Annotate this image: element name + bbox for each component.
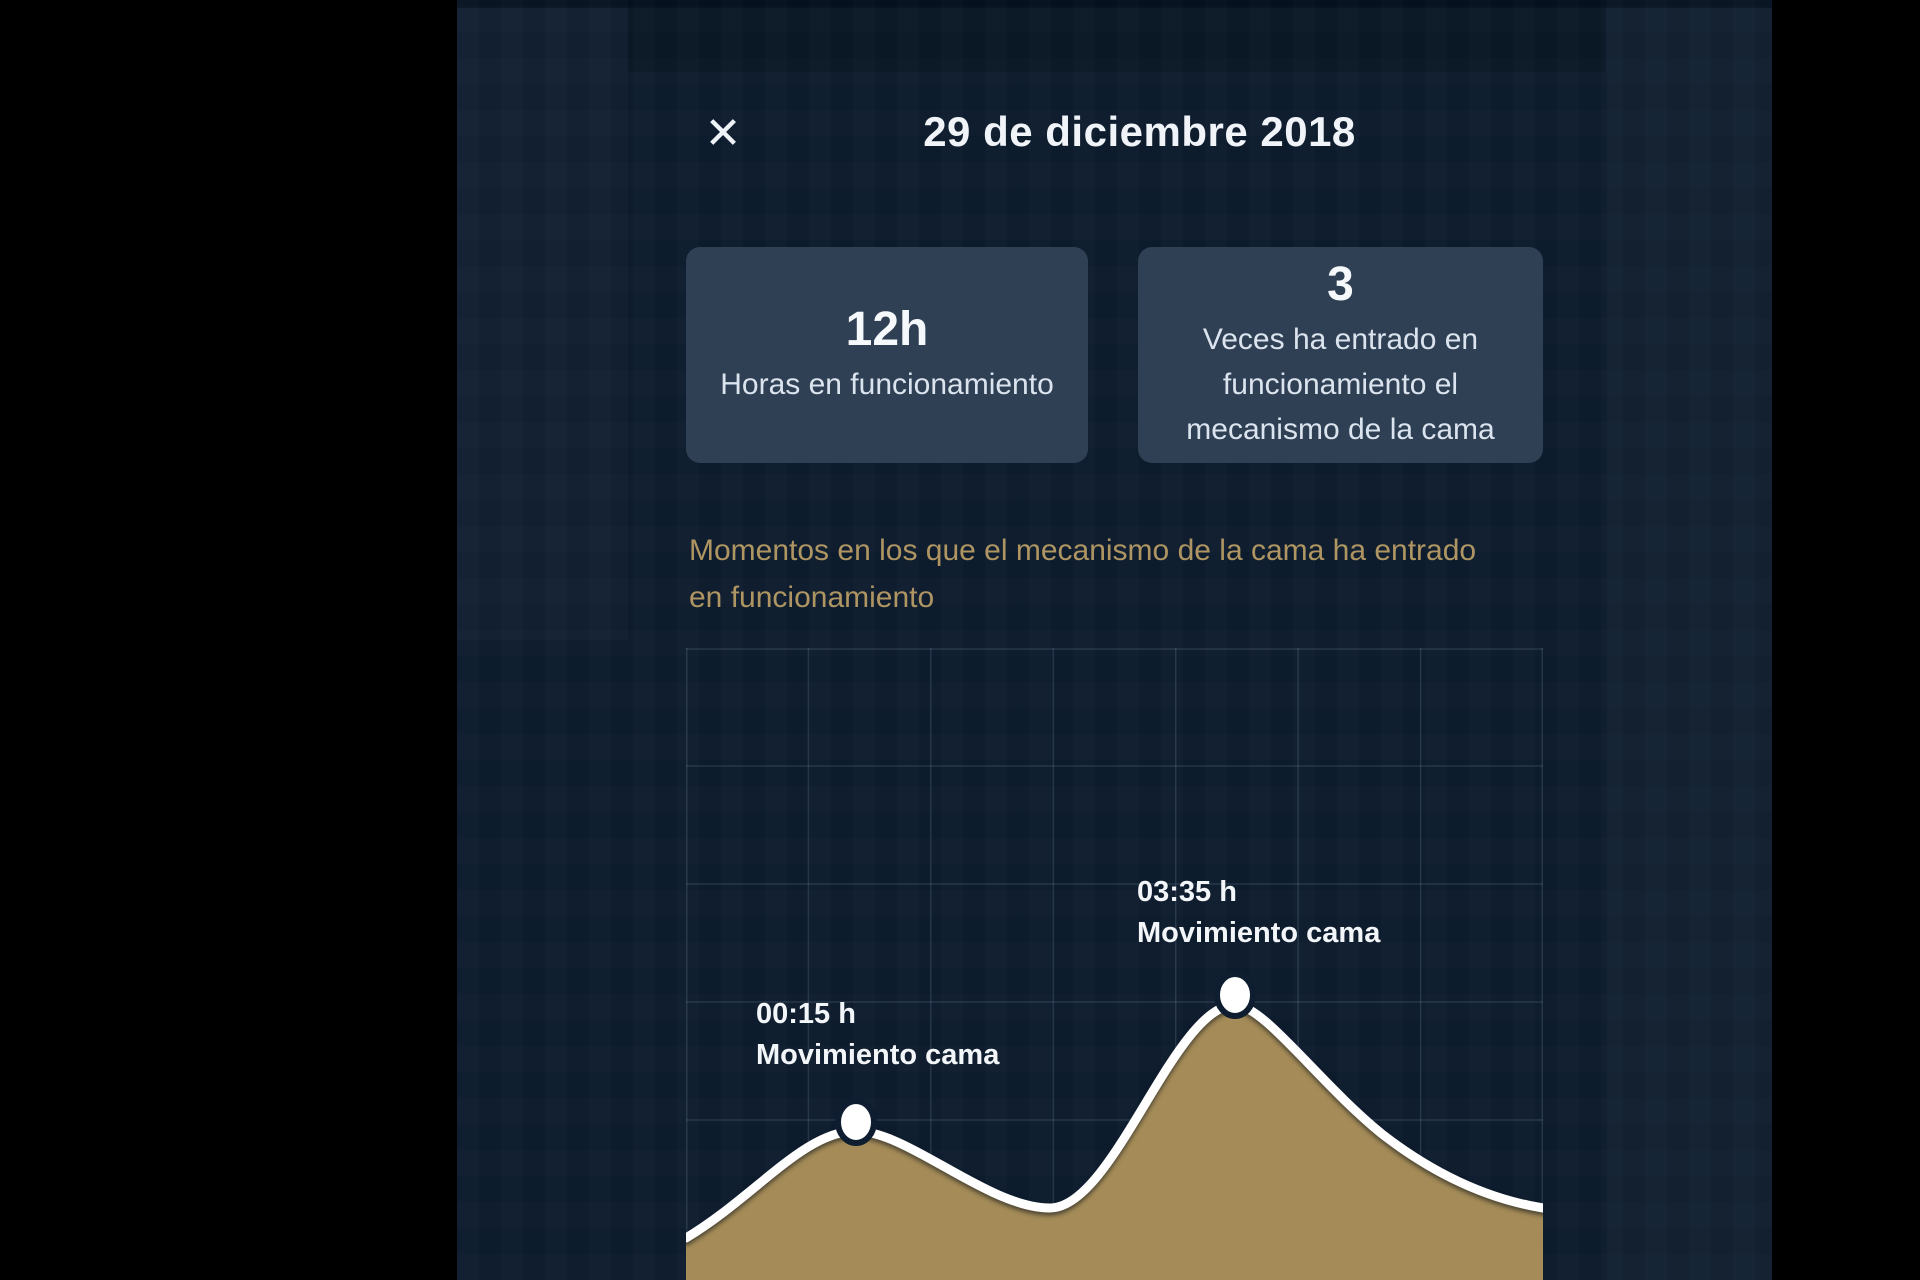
stat-label-hours: Horas en funcionamiento	[720, 367, 1054, 401]
marker-1-text: Movimiento cama	[756, 1039, 1000, 1071]
chart-marker-label-1: 00:15 h Movimiento cama	[756, 994, 999, 1076]
marker-1-time: 00:15 h	[756, 998, 856, 1030]
close-icon[interactable]: ✕	[704, 109, 742, 158]
stat-card-hours: 12h Horas en funcionamiento	[686, 247, 1088, 463]
stat-value-hours: 12h	[845, 302, 929, 356]
chart-section-title: Momentos en los que el mecanismo de la c…	[689, 534, 1477, 614]
app-panel: ✕ 29 de diciembre 2018 12h Horas en func…	[457, 0, 1772, 1280]
chart-marker-label-2: 03:35 h Movimiento cama	[1137, 872, 1380, 954]
bg-left-texture	[457, 0, 628, 640]
page-title: 29 de diciembre 2018	[923, 108, 1356, 155]
area-chart-svg	[686, 648, 1543, 1280]
stat-label-activations: Veces ha entrado en funcionamiento el me…	[1186, 322, 1495, 446]
bg-right-texture	[1607, 0, 1772, 1280]
stat-value-activations: 3	[1327, 257, 1354, 311]
marker-2-time: 03:35 h	[1137, 876, 1237, 908]
area-chart: 00:15 h Movimiento cama 03:35 h Movimien…	[686, 648, 1543, 1280]
bg-top-strip	[457, 0, 1772, 8]
marker-2-text: Movimiento cama	[1137, 917, 1381, 949]
bg-top-band	[628, 8, 1605, 72]
stat-card-activations: 3 Veces ha entrado en funcionamiento el …	[1138, 247, 1543, 463]
